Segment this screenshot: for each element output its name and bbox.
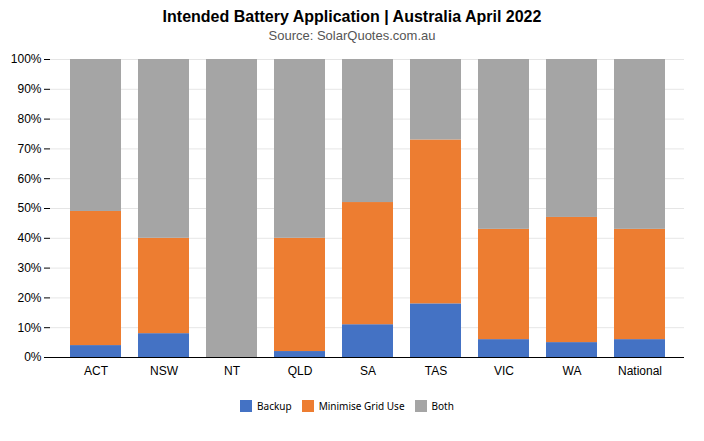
svg-text:20%: 20%: [17, 291, 41, 305]
svg-text:VIC: VIC: [494, 364, 514, 378]
svg-text:ACT: ACT: [84, 364, 109, 378]
svg-text:100%: 100%: [11, 52, 42, 66]
svg-text:NT: NT: [224, 364, 241, 378]
svg-text:SA: SA: [360, 364, 376, 378]
svg-text:NSW: NSW: [150, 364, 179, 378]
html-text:Source: SolarQuotes.com.au: Source: SolarQuotes.com.au: [268, 28, 436, 43]
svg-text:WA: WA: [563, 364, 582, 378]
svg-text:50%: 50%: [17, 201, 41, 215]
svg-text:10%: 10%: [17, 321, 41, 335]
html-text:Backup: Backup: [257, 398, 292, 413]
svg-text:National: National: [618, 364, 662, 378]
svg-text:TAS: TAS: [425, 364, 447, 378]
svg-text:30%: 30%: [17, 261, 41, 275]
svg-text:70%: 70%: [17, 142, 41, 156]
svg-text:90%: 90%: [17, 82, 41, 96]
html-text:Minimise Grid Use: Minimise Grid Use: [318, 398, 405, 413]
html-text:Intended Battery Application |: Intended Battery Application | Australia…: [162, 8, 542, 25]
svg-text:QLD: QLD: [288, 364, 313, 378]
svg-text:0%: 0%: [24, 350, 42, 364]
svg-text:40%: 40%: [17, 231, 41, 245]
svg-text:60%: 60%: [17, 172, 41, 186]
html-text:Both: Both: [431, 398, 454, 413]
svg-text:80%: 80%: [17, 112, 41, 126]
